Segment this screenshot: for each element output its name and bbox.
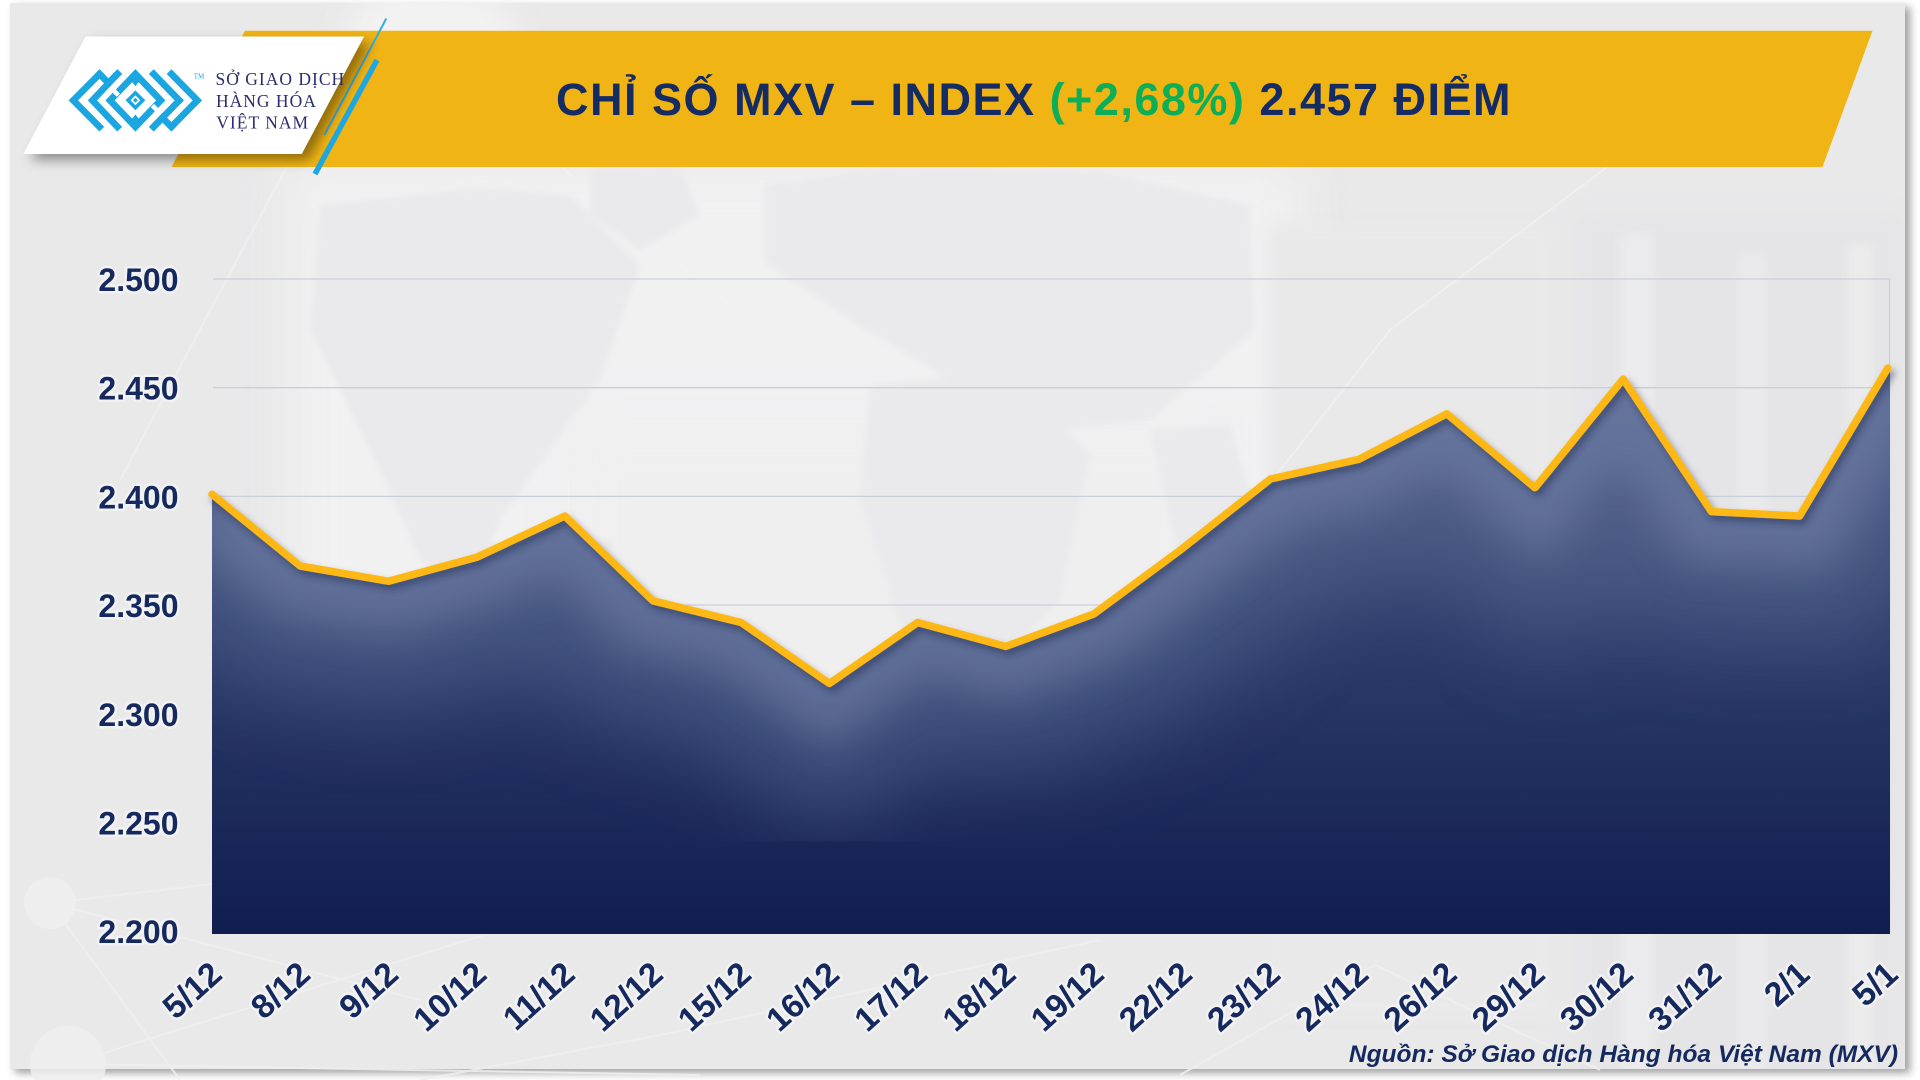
svg-text:24/12: 24/12 xyxy=(1289,955,1376,1039)
svg-text:2.400: 2.400 xyxy=(98,479,178,515)
svg-text:VIỆT NAM: VIỆT NAM xyxy=(216,112,309,132)
svg-text:17/12: 17/12 xyxy=(848,955,935,1039)
svg-text:9/12: 9/12 xyxy=(333,955,406,1026)
svg-text:Nguồn: Sở Giao dịch Hàng hóa V: Nguồn: Sở Giao dịch Hàng hóa Việt Nam (M… xyxy=(1349,1041,1898,1068)
svg-text:SỞ GIAO DỊCH: SỞ GIAO DỊCH xyxy=(216,69,346,89)
svg-text:12/12: 12/12 xyxy=(583,955,670,1039)
svg-text:2.450: 2.450 xyxy=(98,371,178,407)
svg-text:2.250: 2.250 xyxy=(98,805,178,841)
svg-text:18/12: 18/12 xyxy=(936,955,1023,1039)
svg-text:31/12: 31/12 xyxy=(1642,955,1729,1039)
svg-text:2.350: 2.350 xyxy=(98,588,178,624)
svg-text:23/12: 23/12 xyxy=(1201,955,1288,1039)
svg-text:26/12: 26/12 xyxy=(1377,955,1464,1039)
svg-text:15/12: 15/12 xyxy=(671,955,758,1039)
svg-text:10/12: 10/12 xyxy=(407,955,494,1039)
svg-text:TM: TM xyxy=(194,72,205,80)
svg-text:5/1: 5/1 xyxy=(1846,955,1905,1014)
svg-text:8/12: 8/12 xyxy=(244,955,317,1026)
svg-text:22/12: 22/12 xyxy=(1112,955,1199,1039)
svg-text:CHỈ SỐ MXV – INDEX (+2,68%) 2.: CHỈ SỐ MXV – INDEX (+2,68%) 2.457 ĐIỂM xyxy=(556,74,1512,125)
svg-text:11/12: 11/12 xyxy=(496,955,582,1037)
svg-text:5/12: 5/12 xyxy=(156,955,229,1026)
svg-text:19/12: 19/12 xyxy=(1024,955,1111,1039)
svg-text:30/12: 30/12 xyxy=(1553,955,1640,1039)
svg-text:HÀNG HÓA: HÀNG HÓA xyxy=(216,91,317,111)
svg-text:2/1: 2/1 xyxy=(1758,955,1817,1014)
svg-text:2.300: 2.300 xyxy=(98,697,178,733)
svg-text:2.200: 2.200 xyxy=(98,914,178,950)
svg-text:2.500: 2.500 xyxy=(98,262,178,298)
